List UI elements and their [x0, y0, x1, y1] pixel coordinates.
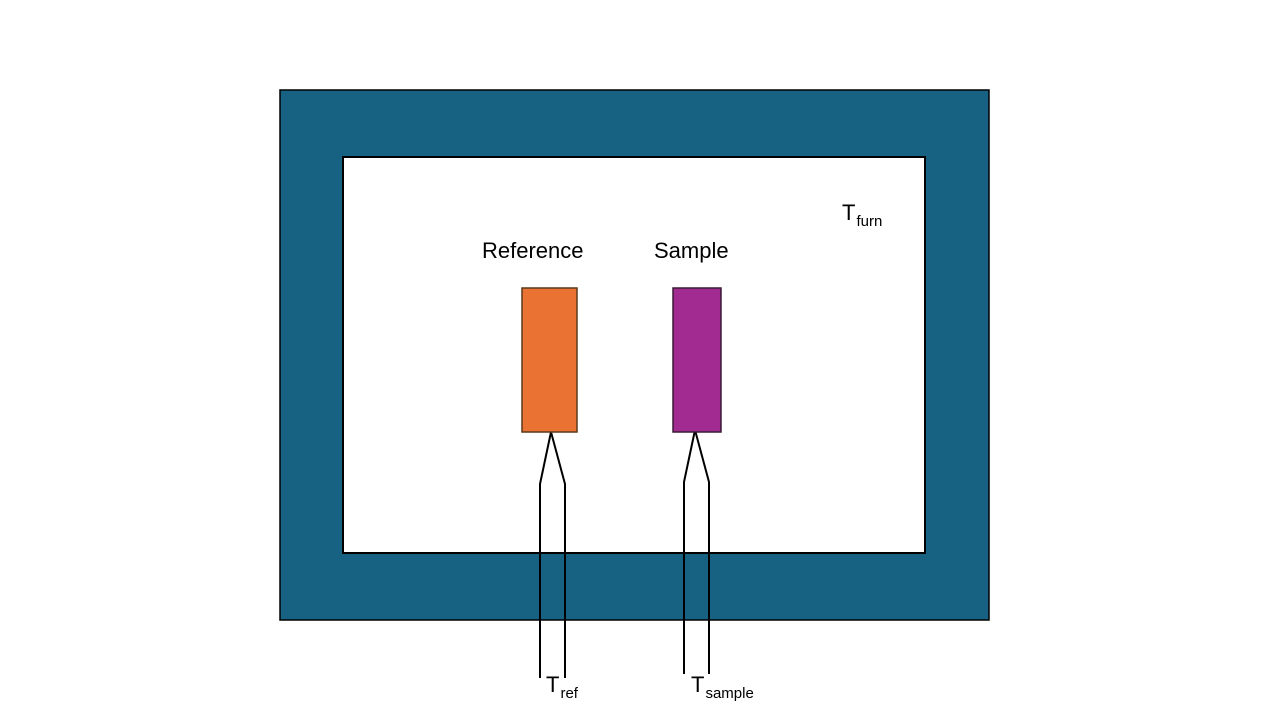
reference-temperature-label: Tref [546, 672, 578, 702]
reference-thermocouple-wire-right [550, 431, 566, 678]
reference-label: Reference [482, 238, 584, 263]
sample-temperature-subscript: sample [705, 685, 754, 702]
reference-temperature-subscript: ref [560, 685, 578, 702]
sample-temperature-label: Tsample [691, 672, 754, 702]
furnace-temperature-label: Tfurn [842, 200, 882, 230]
furnace-temperature-symbol: T [842, 200, 856, 225]
sample-label: Sample [654, 238, 729, 263]
reference-temperature-symbol: T [546, 672, 560, 697]
reference-crucible [521, 287, 578, 433]
reference-thermocouple-wire-left [539, 431, 552, 678]
sample-temperature-symbol: T [691, 672, 705, 697]
sample-thermocouple-wire-left [683, 429, 696, 674]
sample-thermocouple-wire-right [694, 429, 710, 674]
furnace-temperature-subscript: furn [856, 213, 883, 230]
sample-crucible [672, 287, 722, 433]
furnace-chamber [342, 156, 926, 554]
